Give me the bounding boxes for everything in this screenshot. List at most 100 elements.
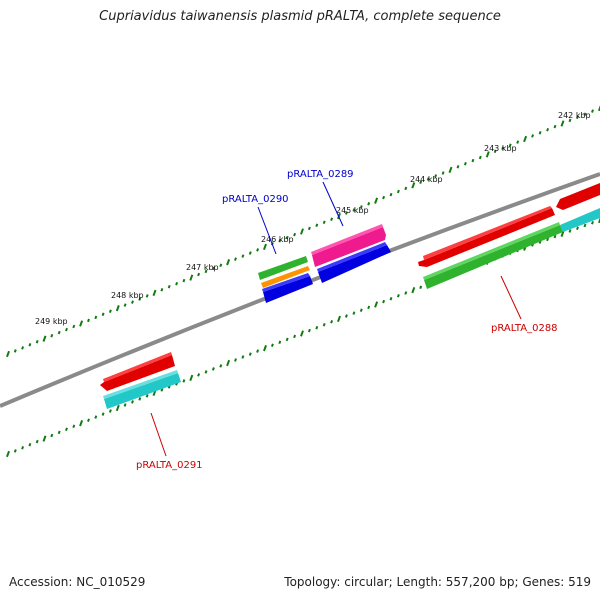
gene-label-0291[interactable]: pRALTA_0291 bbox=[136, 460, 203, 471]
inner-minor-tick bbox=[576, 226, 579, 231]
outer-major-tick bbox=[6, 350, 10, 358]
gene-feature-red-left[interactable] bbox=[100, 355, 175, 391]
scale-label-244: 244 kbp bbox=[410, 175, 443, 184]
outer-major-tick bbox=[115, 305, 120, 312]
inner-minor-tick bbox=[108, 409, 112, 413]
gene-label-0288[interactable]: pRALTA_0288 bbox=[491, 323, 558, 334]
outer-minor-tick bbox=[367, 202, 371, 206]
inner-minor-tick bbox=[568, 229, 572, 233]
gene-label-0289[interactable]: pRALTA_0289 bbox=[287, 169, 354, 180]
inner-minor-tick bbox=[101, 412, 105, 416]
gene-feature-red[interactable] bbox=[556, 183, 600, 210]
inner-minor-tick bbox=[145, 394, 149, 398]
inner-major-tick bbox=[263, 345, 267, 352]
outer-minor-tick bbox=[576, 115, 579, 120]
inner-minor-tick bbox=[293, 334, 297, 339]
outer-minor-tick bbox=[285, 235, 289, 240]
scale-label-243: 243 kbp bbox=[484, 144, 517, 153]
outer-minor-tick bbox=[293, 232, 297, 237]
inner-minor-tick bbox=[359, 308, 363, 312]
outer-minor-tick bbox=[344, 211, 348, 215]
outer-minor-tick bbox=[219, 263, 223, 268]
inner-major-tick bbox=[6, 450, 10, 458]
inner-major-tick bbox=[411, 286, 416, 294]
inner-minor-tick bbox=[57, 430, 61, 435]
inner-minor-tick bbox=[131, 400, 134, 404]
gene-feature-green[interactable] bbox=[424, 225, 563, 289]
outer-minor-tick bbox=[123, 303, 127, 307]
outer-minor-tick bbox=[138, 297, 142, 301]
outer-minor-tick bbox=[553, 124, 557, 129]
gene-feature-red[interactable] bbox=[418, 208, 555, 267]
inner-minor-tick bbox=[322, 322, 326, 327]
inner-minor-tick bbox=[344, 314, 348, 318]
outer-minor-tick bbox=[441, 171, 445, 175]
gene-feature-orange[interactable] bbox=[261, 266, 310, 288]
outer-minor-tick bbox=[13, 349, 17, 353]
gene-feature-green-highlight bbox=[423, 222, 560, 280]
outer-minor-tick bbox=[160, 288, 164, 292]
gene-features bbox=[100, 183, 600, 409]
gene-feature-red-left-highlight bbox=[103, 352, 172, 382]
outer-minor-tick bbox=[538, 131, 542, 135]
outer-minor-tick bbox=[426, 177, 430, 181]
inner-major-tick bbox=[79, 420, 84, 427]
gene-feature-magenta[interactable] bbox=[312, 227, 386, 267]
inner-minor-tick bbox=[204, 370, 208, 374]
gene-feature-cyan-left-highlight bbox=[103, 370, 178, 399]
gene-label-0290[interactable]: pRALTA_0290 bbox=[222, 194, 289, 205]
gene-feature-green-small[interactable] bbox=[258, 256, 308, 280]
outer-major-tick bbox=[263, 243, 267, 251]
outer-major-tick bbox=[598, 104, 600, 112]
gene-feature-cyan-left[interactable] bbox=[104, 373, 181, 409]
inner-minor-tick bbox=[182, 379, 186, 383]
outer-minor-tick bbox=[28, 343, 32, 347]
gene-feature-blue-small[interactable] bbox=[263, 276, 313, 303]
outer-minor-tick bbox=[382, 195, 386, 200]
inner-major-tick bbox=[560, 230, 565, 237]
inner-minor-tick bbox=[28, 442, 32, 447]
outer-minor-tick bbox=[322, 220, 326, 225]
outer-minor-tick bbox=[463, 161, 467, 166]
outer-major-tick bbox=[448, 166, 453, 174]
outer-minor-tick bbox=[389, 192, 393, 197]
inner-minor-tick bbox=[389, 296, 393, 301]
outer-minor-tick bbox=[35, 340, 39, 344]
outer-minor-tick bbox=[330, 217, 334, 221]
outer-minor-tick bbox=[87, 318, 90, 323]
scale-label-246: 246 kbp bbox=[261, 235, 294, 244]
outer-minor-tick bbox=[108, 309, 112, 313]
scale-label-248: 248 kbp bbox=[111, 291, 144, 300]
map-title: Cupriavidus taiwanensis plasmid pRALTA, … bbox=[99, 9, 501, 24]
inner-minor-tick bbox=[419, 285, 423, 290]
gene-feature-blue[interactable] bbox=[318, 245, 391, 283]
outer-minor-tick bbox=[204, 269, 208, 274]
inner-minor-tick bbox=[315, 325, 319, 330]
outer-major-tick bbox=[79, 320, 84, 327]
inner-minor-tick bbox=[583, 223, 587, 228]
outer-minor-tick bbox=[434, 174, 438, 178]
inner-minor-tick bbox=[330, 320, 334, 324]
gene-feature-red-highlight bbox=[423, 206, 552, 260]
outer-minor-tick bbox=[516, 140, 520, 144]
gene-feature-magenta-highlight bbox=[311, 224, 383, 255]
outer-minor-tick bbox=[531, 134, 535, 138]
gene-feature-cyan[interactable] bbox=[560, 208, 600, 232]
gene-feature-blue-highlight bbox=[317, 242, 387, 272]
outer-minor-tick bbox=[501, 146, 505, 150]
inner-minor-tick bbox=[65, 427, 68, 432]
outer-minor-tick bbox=[65, 327, 68, 332]
outer-minor-tick bbox=[131, 300, 134, 304]
outer-major-tick bbox=[411, 182, 416, 189]
inner-minor-tick bbox=[138, 397, 142, 401]
outer-minor-tick bbox=[568, 118, 572, 123]
inner-minor-tick bbox=[197, 373, 201, 377]
outer-minor-tick bbox=[396, 189, 400, 194]
inner-minor-tick bbox=[591, 221, 594, 225]
outer-major-tick bbox=[226, 259, 231, 266]
inner-minor-tick bbox=[50, 433, 54, 438]
inner-minor-tick bbox=[404, 291, 408, 295]
outer-minor-tick bbox=[101, 312, 105, 317]
outer-minor-tick bbox=[256, 248, 260, 252]
